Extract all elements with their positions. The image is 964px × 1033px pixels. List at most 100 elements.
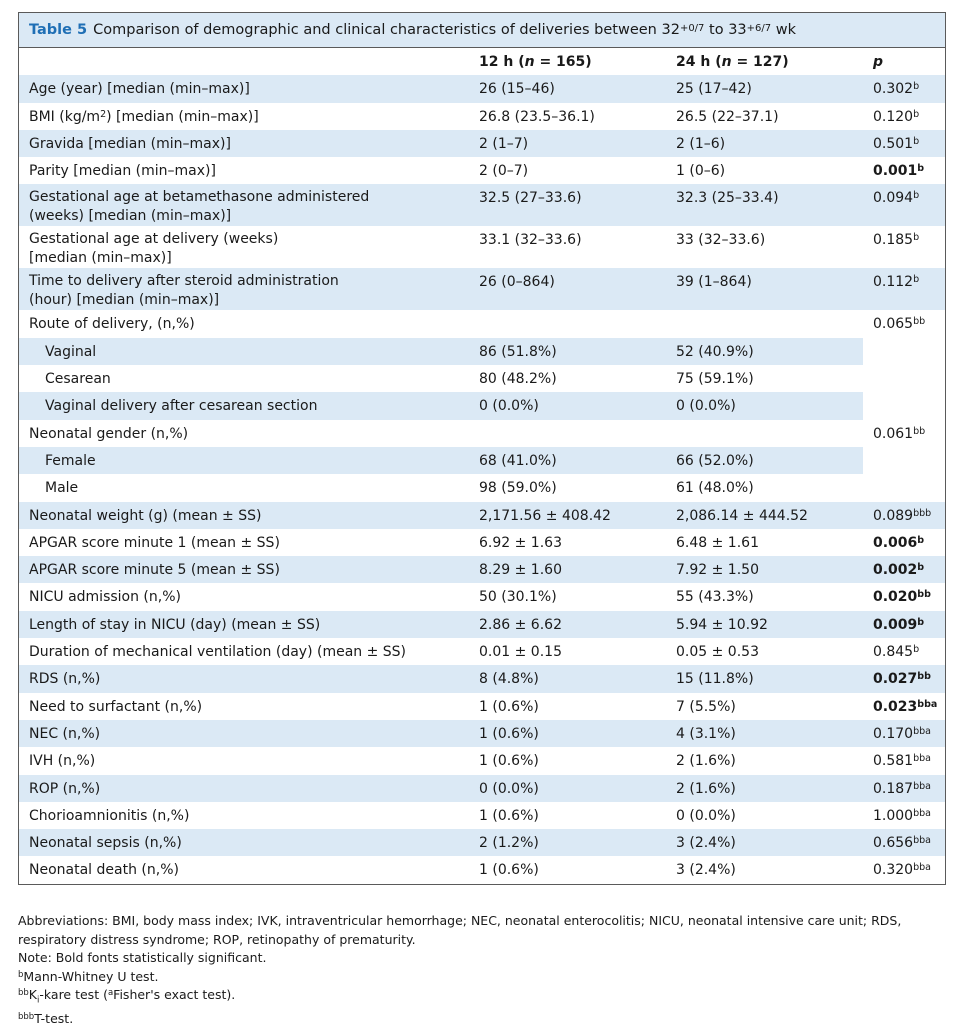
value-24h: 26.5 (22–37.1) [676,108,779,125]
row-label: Gestational age at betamethasone adminis… [19,184,469,227]
value-12h: 68 (41.0%) [469,446,666,475]
row-label: APGAR score minute 1 (mean ± SS) [29,534,280,551]
table-row: IVH (n,%) 1 (0.6%) 2 (1.6%) 0.581bba [19,747,945,774]
table-row: Neonatal sepsis (n,%) 2 (1.2%) 3 (2.4%) 0.6… [19,829,945,857]
p-value: 0.581bba [873,753,931,770]
header-p: p [873,54,884,70]
value-12h: 8 (4.8%) [469,665,666,693]
value-24h: 1 (0–6) [676,163,726,180]
table-row: Chorioamnionitis (n,%) 1 (0.6%) 0 (0.0%) 1.… [19,802,945,829]
p-value: 1.000bba [873,807,931,824]
value-12h: 2 (0–7) [479,163,529,180]
table-row: Neonatal death (n,%) 1 (0.6%) 3 (2.4%) 0.32… [19,856,945,883]
header-characteristic [19,48,469,75]
p-value: 0.027bb [863,665,945,693]
row-label: Cesarean [45,371,111,388]
value-24h: 15 (11.8%) [666,665,863,693]
value-24h: 7 (5.5%) [676,698,736,715]
value-24h: 52 (40.9%) [666,337,863,366]
table-label: Table 5 [29,22,88,38]
p-value: 0.170bba [863,719,945,748]
row-label: Time to delivery after steroid administr… [19,268,469,311]
row-label: Gravida [median (min–max)] [19,129,469,158]
header-24h: 24 h (n = 127) [676,54,789,70]
p-value [863,365,945,393]
table-row: BMI (kg/m2) [median (min–max)] 26.8 (23.5… [19,103,945,130]
value-24h: 61 (48.0%) [676,480,754,497]
table-row: Duration of mechanical ventilation (day)… [19,638,945,665]
value-24h: 2,086.14 ± 444.52 [666,501,863,529]
table-row: Gestational age at delivery (weeks) [medi… [19,226,945,268]
value-24h: 33 (32–33.6) [676,232,766,249]
value-24h: 3 (2.4%) [666,829,863,857]
table-row: ROP (n,%) 0 (0.0%) 2 (1.6%) 0.187bba [19,774,945,802]
value-12h: 0.01 ± 0.15 [479,644,562,661]
row-label: IVH (n,%) [29,753,96,770]
p-value: 0.001b [873,163,925,180]
row-label: BMI (kg/m2) [median (min–max)] [29,108,259,125]
row-label: APGAR score minute 5 (mean ± SS) [19,556,469,584]
value-12h: 26 (15–46) [469,75,666,103]
value-12h: 2.86 ± 6.62 [469,610,666,639]
row-label: Neonatal death (n,%) [29,862,179,879]
value-12h: 2 (1.2%) [469,829,666,857]
p-value: 0.845b [873,644,920,661]
p-value: 0.302b [863,75,945,103]
table-row: RDS (n,%) 8 (4.8%) 15 (11.8%) 0.027bb [19,665,945,693]
value-24h: 2 (1–6) [666,129,863,158]
table-row: Gestational age at betamethasone adminis… [19,184,945,227]
p-value: 0.009b [863,610,945,639]
value-24h: 2 (1.6%) [676,753,736,770]
row-label: ROP (n,%) [19,774,469,802]
row-label: NICU admission (n,%) [29,589,181,606]
table-row: Parity [median (min–max)] 2 (0–7) 1 (0–6) 0… [19,157,945,184]
p-value: 0.320bba [873,862,931,879]
table-footnotes: Abbreviations: BMI, body mass index; IVK… [18,912,946,1029]
row-label: Neonatal weight (g) (mean ± SS) [19,501,469,529]
table-row: Gravida [median (min–max)] 2 (1–7) 2 (1–6)… [19,129,945,158]
value-12h: 50 (30.1%) [479,589,557,606]
table-row: Age (year) [median (min–max)] 26 (15–46) 2… [19,75,945,103]
p-value: 0.112b [863,268,945,311]
value-24h: 25 (17–42) [666,75,863,103]
value-12h: 1 (0.6%) [469,719,666,748]
row-label: Neonatal gender (n,%) [29,425,189,442]
row-label: Gestational age at delivery (weeks) [medi… [29,231,279,267]
table-5: Table 5 Comparison of demographic and cli… [18,12,946,885]
row-label: Male [45,480,79,497]
value-12h: 32.5 (27–33.6) [469,184,666,227]
table-row: Female 68 (41.0%) 66 (52.0%) [19,446,945,475]
value-24h: 3 (2.4%) [676,862,736,879]
value-12h: 86 (51.8%) [469,337,666,366]
row-label: Age (year) [median (min–max)] [19,75,469,103]
value-24h [666,420,863,447]
caption-text: Comparison of demographic and clinical c… [93,22,797,38]
table-caption: Table 5 Comparison of demographic and cli… [19,13,945,48]
value-24h: 75 (59.1%) [676,371,754,388]
row-label: Parity [median (min–max)] [29,163,216,180]
p-value [863,474,945,502]
value-12h: 1 (0.6%) [479,807,539,824]
value-24h: 32.3 (25–33.4) [666,184,863,227]
table-row: Need to surfactant (n,%) 1 (0.6%) 7 (5.5%)… [19,693,945,720]
value-12h: 26 (0–864) [469,268,666,311]
p-value: 0.185b [873,232,920,249]
value-12h: 98 (59.0%) [479,480,557,497]
value-12h: 2 (1–7) [469,129,666,158]
table-row: Neonatal gender (n,%) 0.061bb [19,419,945,447]
value-12h [469,310,666,337]
row-label: NEC (n,%) [19,719,469,748]
value-12h: 1 (0.6%) [479,698,539,715]
value-12h: 26.8 (23.5–36.1) [479,108,595,125]
row-label: Route of delivery, (n,%) [29,316,195,333]
p-value: 0.023bba [873,698,938,715]
p-value [863,392,945,420]
p-value: 0.006b [873,534,925,551]
value-24h: 6.48 ± 1.61 [676,534,759,551]
p-value: 0.120b [873,108,920,125]
row-label: Female [19,446,469,475]
value-24h: 0 (0.0%) [666,392,863,420]
value-24h: 5.94 ± 10.92 [666,610,863,639]
value-12h: 2,171.56 ± 408.42 [469,501,666,529]
p-value: 0.501b [863,129,945,158]
